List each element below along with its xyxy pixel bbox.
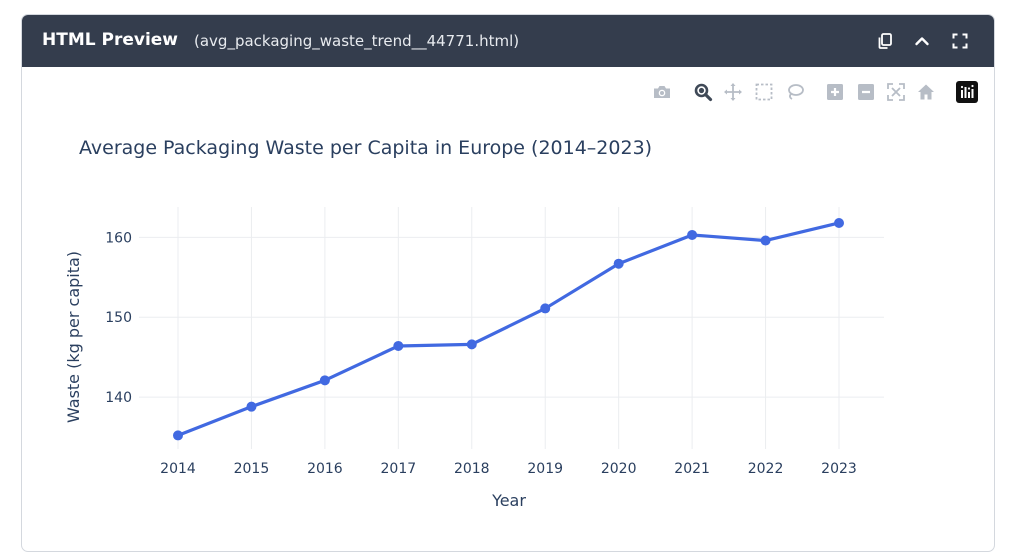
x-tick-label: 2023 [821, 461, 857, 477]
x-tick-label: 2016 [307, 461, 343, 477]
y-tick-labels: 140 150 160 [105, 230, 132, 406]
chart-title: Average Packaging Waste per Capita in Eu… [79, 137, 652, 159]
data-point[interactable] [834, 217, 844, 228]
data-point[interactable] [540, 303, 551, 314]
grid-lines [139, 207, 884, 449]
data-point[interactable] [393, 340, 404, 351]
reset-axes-button[interactable] [915, 81, 937, 103]
autoscale-button[interactable] [885, 81, 907, 103]
plotly-logo-icon [956, 81, 978, 103]
preview-title: HTML Preview [42, 30, 179, 50]
zoom-in-icon [827, 84, 843, 100]
x-tick-label: 2015 [234, 461, 270, 477]
data-point[interactable] [687, 229, 698, 240]
pan-button[interactable] [722, 81, 744, 103]
zoom-button[interactable] [692, 81, 714, 103]
x-tick-label: 2021 [674, 461, 710, 477]
box-select-button[interactable] [753, 81, 775, 103]
copy-button[interactable] [873, 29, 897, 53]
x-tick-label: 2014 [160, 461, 196, 477]
x-tick-label: 2019 [527, 461, 563, 477]
pan-icon [724, 83, 742, 101]
collapse-button[interactable] [910, 29, 934, 53]
data-point[interactable] [173, 430, 183, 441]
zoom-icon [694, 83, 713, 102]
home-icon [918, 84, 934, 100]
download-plot-button[interactable] [651, 81, 673, 103]
autoscale-icon [887, 83, 905, 101]
html-preview-panel: HTML Preview (avg_packaging_waste_trend_… [21, 14, 995, 552]
y-tick-label: 160 [105, 230, 132, 246]
data-point[interactable] [319, 375, 330, 386]
plot-toolbar [22, 67, 994, 107]
x-tick-label: 2020 [601, 461, 637, 477]
chart-area[interactable]: Average Packaging Waste per Capita in Eu… [22, 67, 994, 552]
y-axis-title: Waste (kg per capita) [64, 251, 83, 423]
data-point[interactable] [246, 401, 257, 412]
data-point[interactable] [760, 235, 771, 246]
fullscreen-button[interactable] [948, 29, 972, 53]
preview-filename: (avg_packaging_waste_trend__44771.html) [194, 32, 520, 50]
y-tick-label: 140 [105, 390, 132, 406]
x-tick-label: 2022 [748, 461, 784, 477]
camera-icon [654, 86, 670, 98]
x-tick-labels: 2014 2015 2016 2017 2018 2019 2020 2021 2022 2023 [160, 461, 857, 477]
preview-header: HTML Preview (avg_packaging_waste_trend_… [22, 15, 994, 67]
x-tick-label: 2017 [381, 461, 417, 477]
series-line[interactable] [176, 221, 841, 438]
box-select-icon [755, 83, 773, 101]
data-point[interactable] [613, 258, 624, 269]
fullscreen-icon [952, 33, 968, 49]
lasso-select-button[interactable] [784, 81, 806, 103]
x-tick-label: 2018 [454, 461, 490, 477]
chevron-up-icon [915, 37, 929, 46]
y-tick-label: 150 [105, 310, 132, 326]
series-markers [173, 217, 844, 441]
zoom-out-icon [858, 84, 874, 100]
copy-icon [878, 33, 892, 49]
zoom-out-button[interactable] [855, 81, 877, 103]
data-point[interactable] [466, 339, 477, 350]
x-axis-title: Year [491, 491, 526, 510]
plotly-logo-button[interactable] [956, 81, 978, 103]
zoom-in-button[interactable] [824, 81, 846, 103]
lasso-icon [788, 84, 804, 100]
